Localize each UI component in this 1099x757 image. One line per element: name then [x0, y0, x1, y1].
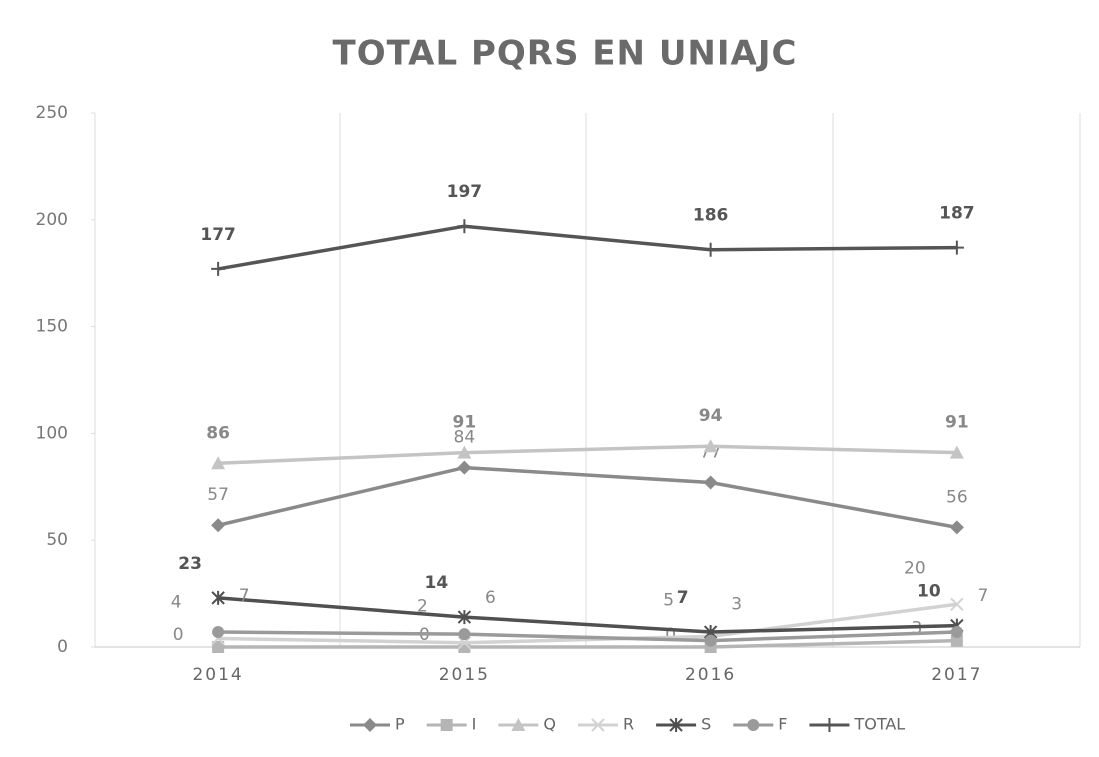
- data-label: 0: [665, 625, 676, 645]
- legend-label: S: [701, 715, 711, 734]
- data-label: 186: [693, 206, 729, 226]
- marker: [211, 590, 225, 605]
- y-tick-label: 200: [36, 210, 68, 230]
- data-label: 23: [178, 554, 202, 574]
- legend-label: P: [395, 715, 405, 734]
- marker: [950, 626, 963, 639]
- marker: [949, 520, 964, 535]
- legend-label: F: [778, 715, 787, 734]
- data-label: 187: [939, 204, 975, 224]
- y-tick-label: 0: [57, 637, 68, 657]
- marker: [457, 219, 472, 234]
- series-line: [218, 630, 957, 643]
- data-label: 3: [911, 619, 922, 639]
- x-tick-label: 2017: [931, 665, 982, 685]
- data-label: 6: [485, 588, 496, 608]
- marker: [363, 718, 377, 732]
- marker: [704, 634, 717, 647]
- series-line: [217, 465, 958, 530]
- marker: [211, 456, 226, 470]
- series-line: [218, 444, 957, 466]
- series-line: [217, 596, 957, 634]
- marker: [211, 518, 226, 533]
- marker: [669, 718, 683, 732]
- marker: [591, 718, 605, 732]
- data-label: 197: [447, 182, 483, 202]
- legend-label: R: [623, 715, 634, 734]
- y-tick-label: 100: [36, 423, 68, 443]
- series: 177 197 186 187: [200, 182, 975, 276]
- data-label: 7: [239, 586, 250, 606]
- data-label: 14: [425, 573, 449, 593]
- data-label: 20: [904, 558, 926, 578]
- data-label: 0: [173, 625, 184, 645]
- y-tick-label: 50: [46, 530, 68, 550]
- marker: [457, 445, 472, 459]
- y-tick-label: 150: [36, 317, 68, 337]
- data-label: 10: [917, 582, 941, 602]
- legend: P I Q R S F TOTAL: [350, 715, 905, 734]
- marker: [212, 641, 225, 653]
- marker: [211, 261, 226, 276]
- marker: [458, 628, 471, 641]
- marker: [457, 610, 472, 625]
- marker: [949, 445, 964, 459]
- marker: [511, 718, 526, 731]
- series-line: [218, 602, 958, 645]
- marker: [457, 460, 472, 475]
- series: 4 2 5 20: [171, 558, 964, 650]
- data-label: 5: [663, 590, 674, 610]
- marker: [703, 439, 718, 453]
- marker: [703, 242, 718, 257]
- marker: [457, 636, 472, 650]
- series-line: [218, 638, 957, 649]
- marker: [949, 240, 964, 255]
- legend-label: I: [472, 715, 477, 734]
- data-label: 2: [417, 597, 428, 617]
- series-line: [217, 224, 957, 271]
- x-tick-label: 2016: [685, 665, 736, 685]
- data-label: 7: [677, 588, 689, 608]
- x-tick-label: 2015: [439, 665, 490, 685]
- marker: [950, 634, 963, 647]
- data-label: 56: [946, 487, 968, 507]
- data-label: 84: [454, 428, 476, 448]
- data-label: 7: [977, 586, 988, 606]
- data-label: 4: [171, 592, 182, 612]
- data-label: 177: [200, 225, 236, 245]
- marker: [703, 475, 718, 490]
- marker: [212, 626, 225, 639]
- chart-title: TOTAL PQRS EN UNIAJC: [333, 34, 798, 74]
- series: 86 91 94 91: [206, 406, 969, 470]
- data-label: 94: [699, 406, 723, 426]
- marker: [950, 597, 964, 611]
- marker: [747, 719, 760, 731]
- data-label: 57: [207, 485, 229, 505]
- y-tick-label: 250: [36, 103, 68, 123]
- data-label: 86: [206, 423, 230, 443]
- plot-frame: [94, 113, 1081, 648]
- marker: [440, 719, 453, 731]
- data-label: 91: [453, 413, 477, 433]
- data-label: 91: [945, 413, 969, 433]
- series: 7 6 3 7: [212, 586, 988, 647]
- x-tick-label: 2014: [192, 665, 243, 685]
- marker: [822, 718, 837, 732]
- data-label: 3: [731, 595, 742, 615]
- legend-label: TOTAL: [853, 715, 905, 734]
- legend-label: Q: [543, 715, 556, 734]
